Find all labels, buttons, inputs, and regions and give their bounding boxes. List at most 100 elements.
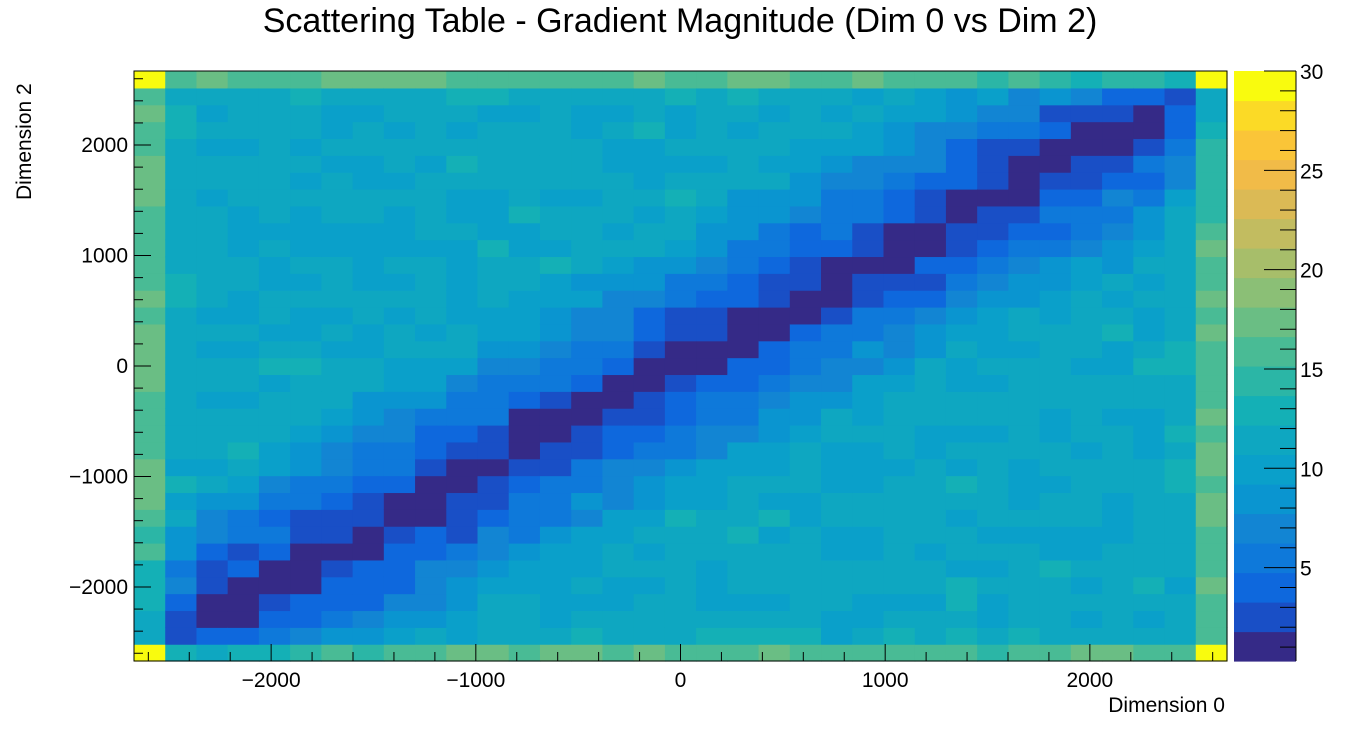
heatmap-cell — [1133, 644, 1166, 662]
heatmap-cell — [602, 340, 635, 359]
heatmap-cell — [196, 441, 229, 460]
heatmap-cell — [852, 172, 885, 190]
heatmap-cell — [633, 189, 666, 207]
heatmap-cell — [852, 610, 885, 628]
heatmap-cell — [602, 475, 635, 494]
heatmap-cell — [696, 559, 728, 578]
heatmap-cell — [821, 374, 853, 392]
heatmap-cell — [1102, 172, 1134, 190]
heatmap-cell — [696, 576, 728, 595]
heatmap-cell — [633, 121, 666, 140]
heatmap-cell — [696, 323, 728, 342]
heatmap-cell — [446, 458, 479, 477]
y-tick-label: 2000 — [81, 134, 128, 157]
heatmap-cell — [1133, 441, 1166, 460]
heatmap-cell — [383, 644, 416, 662]
heatmap-cell — [602, 492, 635, 510]
heatmap-cell — [1133, 475, 1166, 494]
heatmap-cell — [1164, 172, 1197, 190]
heatmap-cell — [789, 189, 822, 207]
heatmap-cell — [758, 425, 791, 443]
heatmap-cell — [227, 273, 260, 291]
heatmap-cell — [415, 273, 447, 291]
heatmap-cell — [758, 593, 791, 612]
heatmap-cell — [227, 290, 260, 308]
heatmap-cell — [696, 104, 728, 123]
heatmap-cell — [477, 155, 510, 173]
x-axis: −2000 −1000 0 1000 2000 — [147, 644, 1214, 692]
heatmap-cell — [134, 543, 166, 561]
heatmap-cell — [914, 256, 947, 274]
heatmap-cell — [1039, 509, 1072, 527]
heatmap-cell — [415, 290, 447, 308]
heatmap-cell — [539, 239, 572, 258]
heatmap-cell — [883, 576, 916, 595]
heatmap-cell — [165, 593, 198, 612]
heatmap-cell — [508, 526, 541, 544]
heatmap-cell — [758, 627, 791, 645]
heatmap-cell — [571, 290, 604, 308]
heatmap-cell — [1039, 644, 1072, 662]
heatmap-cell — [789, 425, 822, 443]
heatmap-cell — [696, 172, 728, 190]
heatmap-cell — [321, 104, 354, 123]
heatmap-cell — [321, 441, 354, 460]
heatmap-cell — [727, 138, 760, 156]
heatmap-cell — [1070, 290, 1103, 308]
heatmap-cell — [602, 239, 635, 258]
colorbar-segment — [1234, 513, 1296, 544]
heatmap-cell — [789, 509, 822, 527]
heatmap-cell — [945, 239, 978, 258]
colorbar-segment — [1234, 336, 1296, 367]
heatmap-cell — [1070, 526, 1103, 544]
heatmap-cell — [633, 172, 666, 190]
heatmap-cell — [415, 222, 447, 241]
heatmap-cell — [1008, 307, 1041, 325]
heatmap-cell — [727, 644, 760, 662]
heatmap-cell — [914, 644, 947, 662]
heatmap-cell — [758, 408, 791, 426]
heatmap-cell — [945, 155, 978, 173]
heatmap-cell — [852, 323, 885, 342]
heatmap-cell — [415, 189, 447, 207]
heatmap-cell — [664, 256, 697, 274]
heatmap-cell — [571, 610, 604, 628]
heatmap-cell — [602, 526, 635, 544]
heatmap-cell — [1195, 323, 1228, 342]
heatmap-cell — [664, 138, 697, 156]
heatmap-cell — [477, 559, 510, 578]
heatmap-cell — [165, 104, 198, 123]
heatmap-cell — [664, 239, 697, 258]
heatmap-cell — [1102, 340, 1134, 359]
heatmap-cell — [1164, 374, 1197, 392]
heatmap-cell — [821, 172, 853, 190]
heatmap-cell — [633, 357, 666, 376]
heatmap-cell — [1102, 610, 1134, 628]
heatmap-cell — [352, 408, 385, 426]
heatmap-cell — [821, 391, 853, 409]
heatmap-cell — [914, 121, 947, 140]
heatmap-cell — [446, 172, 479, 190]
heatmap-cell — [1008, 71, 1041, 89]
colorbar-tick-label: 5 — [1300, 558, 1312, 581]
heatmap-cell — [914, 441, 947, 460]
heatmap-cell — [727, 458, 760, 477]
heatmap-cell — [977, 323, 1009, 342]
heatmap-cell — [134, 121, 166, 140]
heatmap-cell — [758, 509, 791, 527]
heatmap-cell — [727, 425, 760, 443]
heatmap-cell — [602, 441, 635, 460]
heatmap-cell — [852, 492, 885, 510]
heatmap-cell — [914, 239, 947, 258]
heatmap-cell — [290, 425, 322, 443]
heatmap-cell — [883, 408, 916, 426]
heatmap-cell — [196, 357, 229, 376]
heatmap-cell — [383, 273, 416, 291]
heatmap-cell — [258, 526, 291, 544]
heatmap-cell — [290, 155, 322, 173]
heatmap-cell — [977, 205, 1009, 224]
heatmap-cell — [508, 189, 541, 207]
heatmap-cell — [977, 104, 1009, 123]
heatmap-cell — [415, 104, 447, 123]
heatmap-cell — [508, 576, 541, 595]
